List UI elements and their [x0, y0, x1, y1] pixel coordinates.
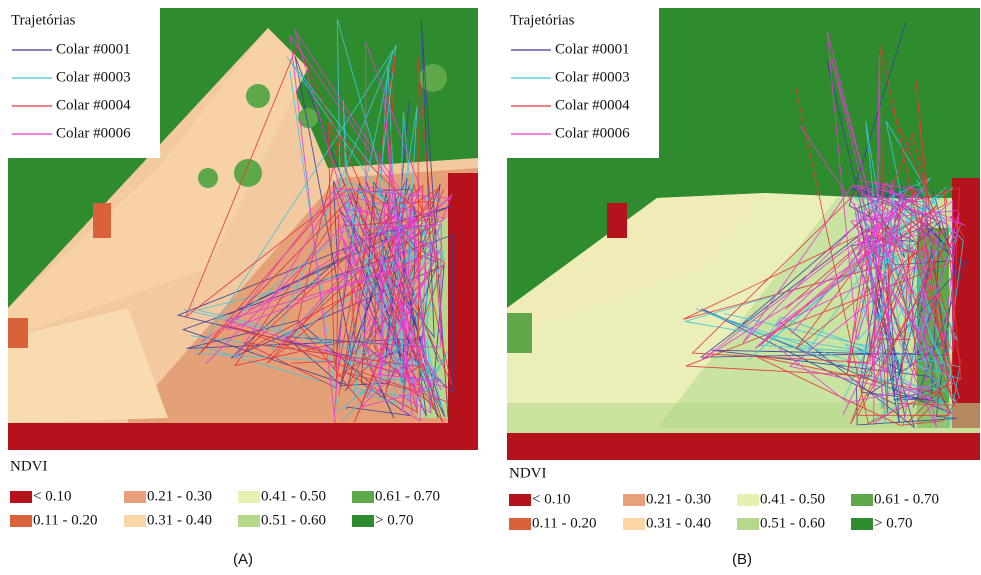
ndvi-swatch: [10, 491, 32, 503]
ndvi-label: 0.31 - 0.40: [147, 512, 212, 528]
ndvi-swatch: [124, 515, 146, 527]
ndvi-swatch: [509, 518, 531, 530]
figure: Trajetórias Colar #0001 Colar #0003 Colar #…: [0, 0, 981, 570]
legend-label: Colar #0004: [56, 97, 131, 113]
ndvi-swatch: [737, 518, 759, 530]
ndvi-label: 0.61 - 0.70: [874, 491, 939, 507]
legend-title: Trajetórias: [11, 12, 76, 28]
ndvi-swatch: [352, 491, 374, 503]
ndvi-swatch: [737, 494, 759, 506]
ndvi-label: > 0.70: [375, 512, 413, 528]
ndvi-label: 0.61 - 0.70: [375, 488, 440, 504]
ndvi-swatch: [124, 491, 146, 503]
legend-label: Colar #0006: [56, 125, 131, 141]
ndvi-swatch: [509, 494, 531, 506]
legend-label: Colar #0003: [56, 69, 131, 85]
ndvi-label: 0.31 - 0.40: [646, 515, 711, 531]
ndvi-label: 0.21 - 0.30: [147, 488, 212, 504]
legend-label: Colar #0004: [555, 97, 630, 113]
ndvi-title: NDVI: [509, 465, 547, 481]
ndvi-swatch: [352, 515, 374, 527]
ndvi-map: Trajetórias Colar #0001 Colar #0003 Colar #…: [507, 8, 980, 460]
caption: (A): [233, 551, 253, 568]
ndvi-map: Trajetórias Colar #0001 Colar #0003 Colar #…: [8, 8, 478, 450]
ndvi-label: 0.41 - 0.50: [760, 491, 825, 507]
ndvi-swatch: [851, 494, 873, 506]
ndvi-swatch: [851, 518, 873, 530]
caption: (B): [732, 551, 752, 568]
ndvi-label: 0.21 - 0.30: [646, 491, 711, 507]
ndvi-label: 0.51 - 0.60: [261, 512, 326, 528]
ndvi-swatch: [10, 515, 32, 527]
legend-label: Colar #0001: [56, 41, 131, 57]
ndvi-swatch: [238, 515, 260, 527]
ndvi-label: 0.51 - 0.60: [760, 515, 825, 531]
ndvi-label: < 0.10: [532, 491, 570, 507]
ndvi-swatch: [623, 518, 645, 530]
ndvi-label: 0.41 - 0.50: [261, 488, 326, 504]
ndvi-swatch: [623, 494, 645, 506]
ndvi-label: > 0.70: [874, 515, 912, 531]
legend-label: Colar #0001: [555, 41, 630, 57]
ndvi-label: 0.11 - 0.20: [33, 512, 97, 528]
legend-title: Trajetórias: [510, 12, 575, 28]
legend-label: Colar #0006: [555, 125, 630, 141]
ndvi-swatch: [238, 491, 260, 503]
ndvi-label: 0.11 - 0.20: [532, 515, 596, 531]
ndvi-title: NDVI: [10, 458, 48, 474]
ndvi-label: < 0.10: [33, 488, 71, 504]
legend-label: Colar #0003: [555, 69, 630, 85]
